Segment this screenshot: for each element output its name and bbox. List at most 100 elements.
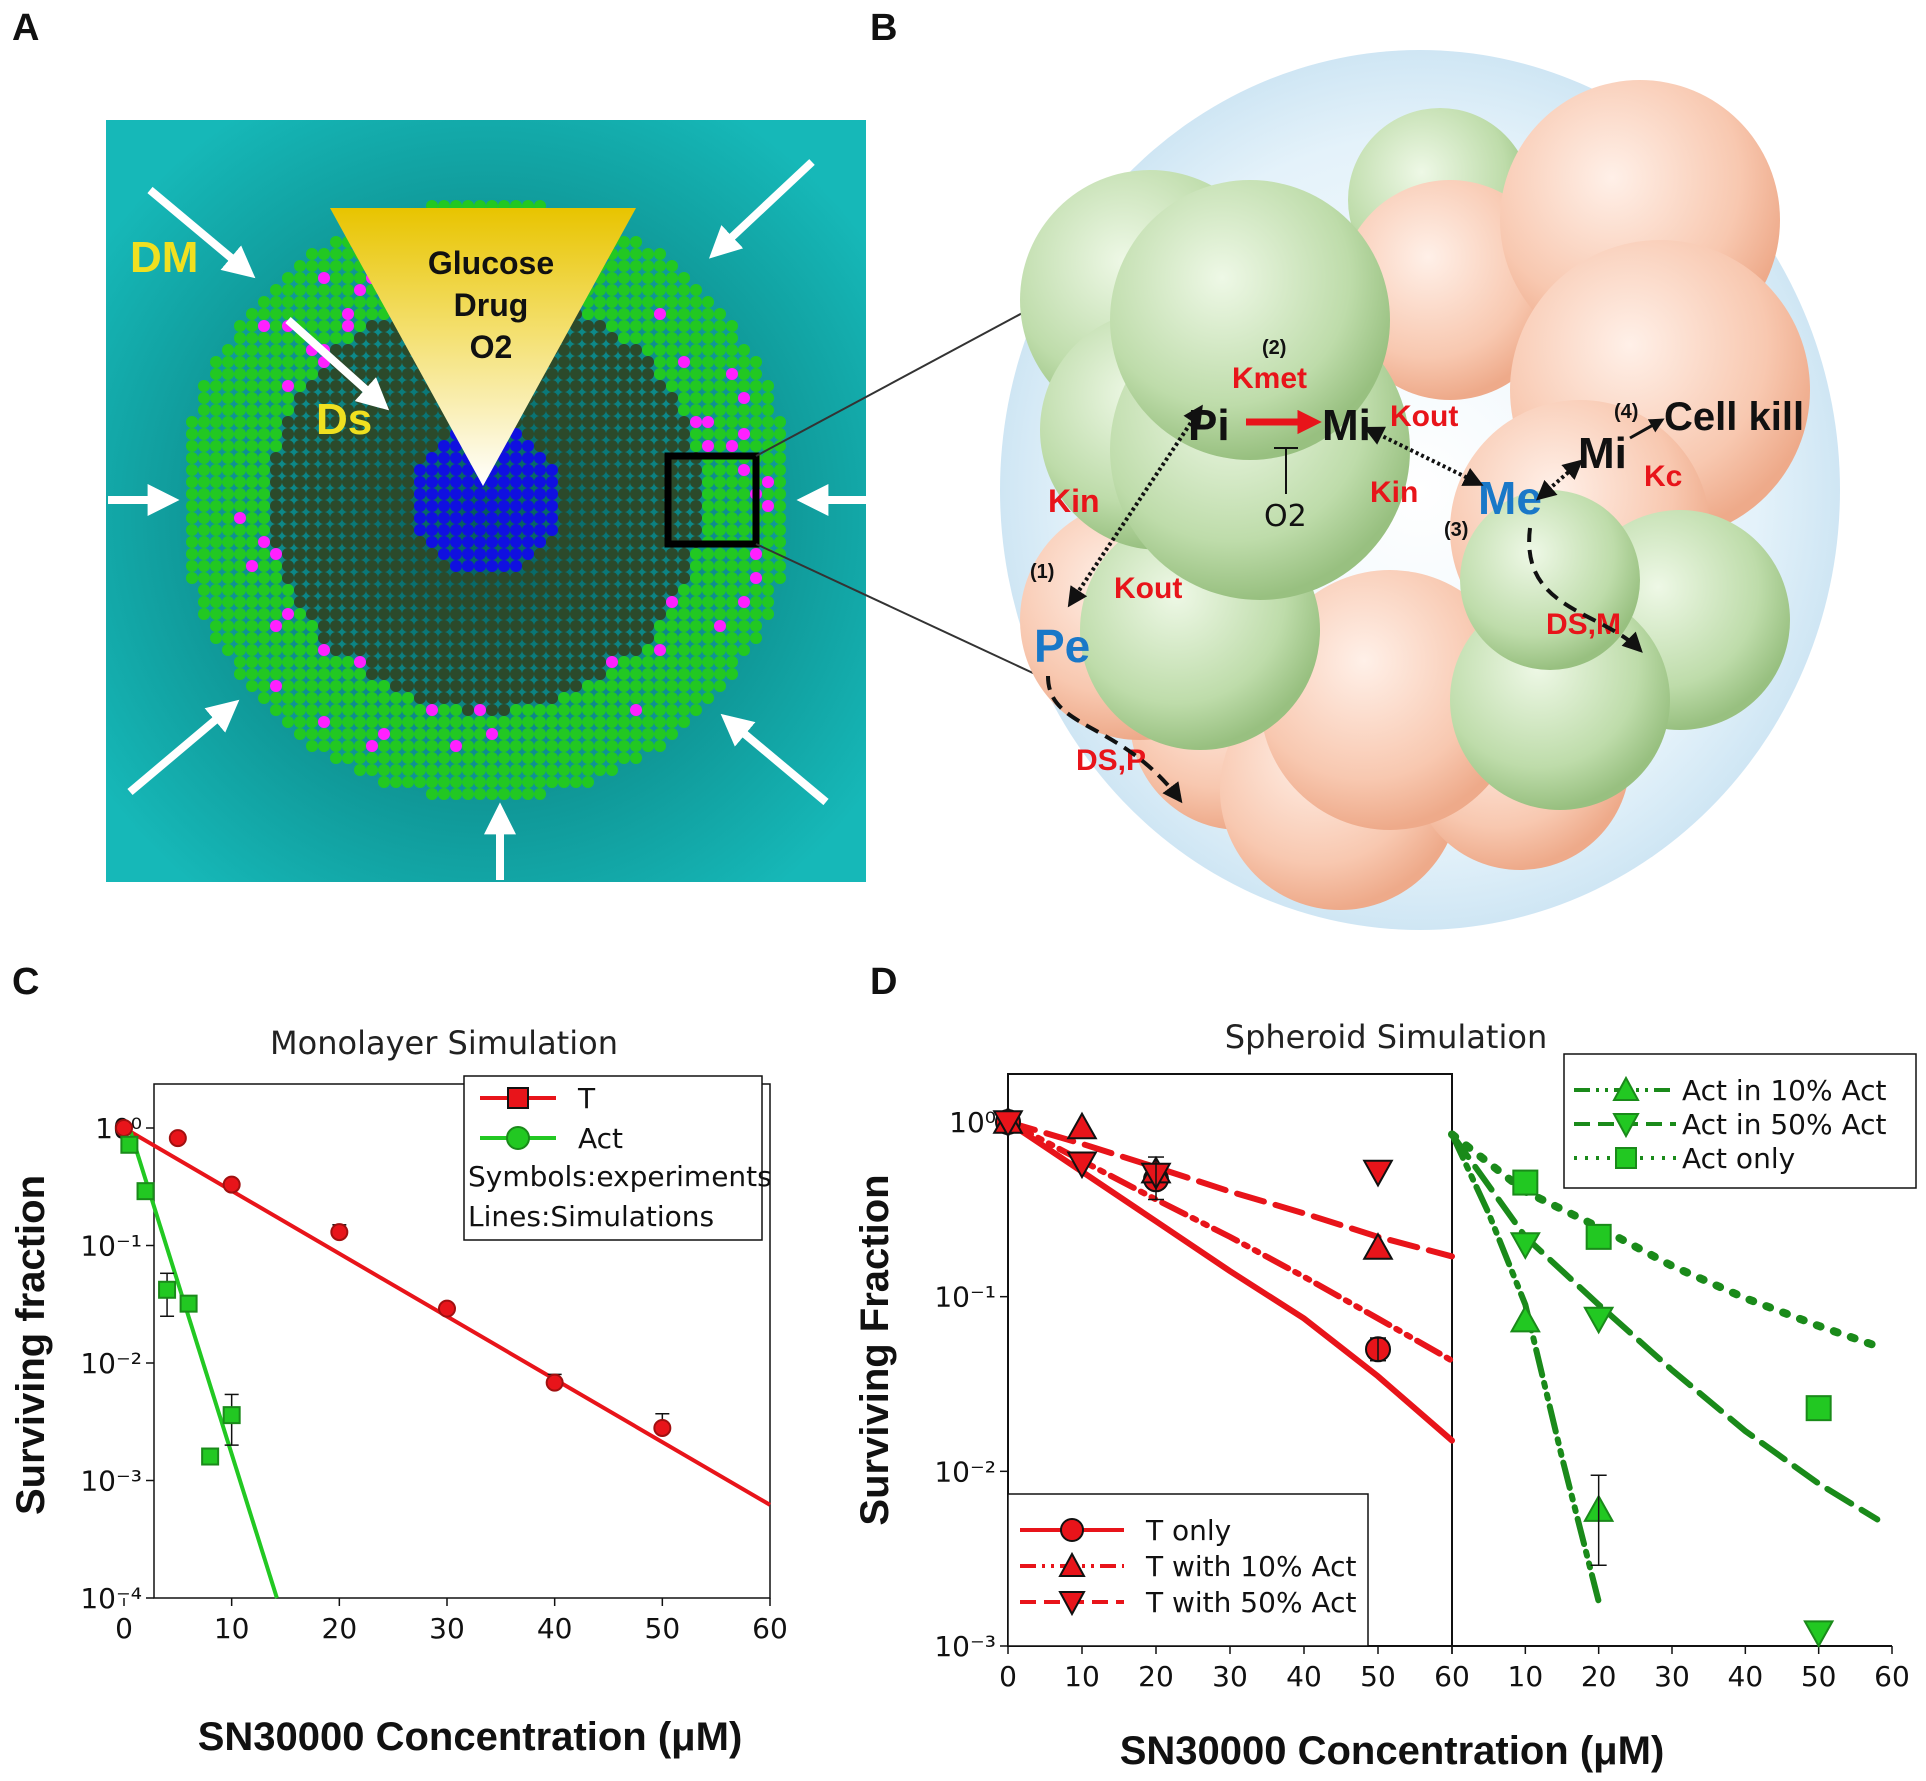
grid-cell: [462, 464, 474, 476]
grid-cell: [666, 692, 678, 704]
chart-c-point-act: [120, 1135, 139, 1154]
chart-c-points: [115, 1119, 672, 1466]
chart-d-xl-tick-label: 10: [1064, 1660, 1100, 1693]
grid-cell: [558, 656, 570, 668]
grid-cell: [258, 512, 270, 524]
grid-cell: [246, 320, 258, 332]
grid-cell: [714, 644, 726, 656]
grid-cell: [414, 380, 426, 392]
grid-cell: [714, 464, 726, 476]
grid-cell: [378, 632, 390, 644]
grid-cell: [342, 272, 354, 284]
grid-cell: [486, 560, 498, 572]
grid-cell: [438, 692, 450, 704]
grid-cell: [258, 560, 270, 572]
grid-cell: [642, 512, 654, 524]
grid-cell: [558, 416, 570, 428]
chart-c-title: Monolayer Simulation: [270, 1024, 618, 1062]
grid-cell: [390, 644, 402, 656]
grid-cell: [582, 392, 594, 404]
grid-cell: [222, 536, 234, 548]
grid-cell: [474, 776, 486, 788]
grid-cell: [318, 680, 330, 692]
grid-cell: [234, 380, 246, 392]
grid-cell: [594, 368, 606, 380]
grid-cell: [318, 440, 330, 452]
grid-cell: [330, 368, 342, 380]
grid-cell: [510, 680, 522, 692]
grid-cell: [306, 644, 318, 656]
zoom-line: [755, 543, 1049, 681]
grid-cell: [270, 380, 282, 392]
grid-cell: [282, 416, 294, 428]
grid-cell: [342, 260, 354, 272]
grid-cell: [234, 560, 246, 572]
grid-cell: [678, 704, 690, 716]
grid-cell: [426, 584, 438, 596]
grid-cell: [402, 644, 414, 656]
grid-cell: [462, 512, 474, 524]
grid-cell: [606, 284, 618, 296]
grid-cell: [450, 596, 462, 608]
grid-cell: [762, 476, 774, 488]
grid-cell: [630, 236, 642, 248]
grid-cell: [570, 644, 582, 656]
grid-cell: [402, 728, 414, 740]
grid-cell: [558, 632, 570, 644]
grid-cell: [738, 524, 750, 536]
grid-cell: [282, 632, 294, 644]
grid-cell: [366, 692, 378, 704]
grid-cell: [534, 404, 546, 416]
grid-cell: [282, 644, 294, 656]
grid-cell: [198, 392, 210, 404]
grid-cell: [594, 764, 606, 776]
grid-cell: [330, 440, 342, 452]
zoom-box: [664, 452, 760, 548]
grid-cell: [354, 356, 366, 368]
grid-cell: [738, 572, 750, 584]
grid-cell: [618, 560, 630, 572]
grid-cell: [510, 572, 522, 584]
grid-cell: [618, 404, 630, 416]
grid-cell: [390, 368, 402, 380]
grid-cell: [558, 764, 570, 776]
grid-cell: [390, 752, 402, 764]
grid-cell: [546, 764, 558, 776]
grid-cell: [234, 440, 246, 452]
grid-cell: [702, 524, 714, 536]
grid-cell: [630, 284, 642, 296]
grid-cell: [486, 584, 498, 596]
grid-cell: [270, 632, 282, 644]
grid-cell: [330, 332, 342, 344]
grid-cell: [450, 692, 462, 704]
grid-cell: [390, 572, 402, 584]
grid-cell: [654, 632, 666, 644]
grid-cell: [282, 572, 294, 584]
chart-d-y-tick-label: 10⁻¹: [934, 1281, 996, 1314]
grid-cell: [534, 428, 546, 440]
grid-cell: [678, 632, 690, 644]
grid-cell: [642, 548, 654, 560]
legend-note-lines: Lines:Simulations: [468, 1200, 714, 1233]
grid-cell: [486, 704, 498, 716]
grid-cell: [378, 512, 390, 524]
grid-cell: [630, 440, 642, 452]
grid-cell: [270, 404, 282, 416]
grid-cell: [474, 668, 486, 680]
grid-cell: [726, 560, 738, 572]
grid-cell: [630, 512, 642, 524]
grid-cell: [270, 416, 282, 428]
grid-cell: [618, 392, 630, 404]
grid-cell: [774, 428, 786, 440]
grid-cell: [306, 416, 318, 428]
grid-cell: [270, 344, 282, 356]
grid-cell: [438, 752, 450, 764]
grid-cell: [354, 416, 366, 428]
grid-cell: [294, 668, 306, 680]
grid-cell: [498, 740, 510, 752]
grid-cell: [702, 488, 714, 500]
grid-cell: [486, 536, 498, 548]
grid-cell: [210, 464, 222, 476]
grid-cell: [282, 608, 294, 620]
chart-d-ylabel: Surviving Fraction: [853, 1174, 897, 1525]
